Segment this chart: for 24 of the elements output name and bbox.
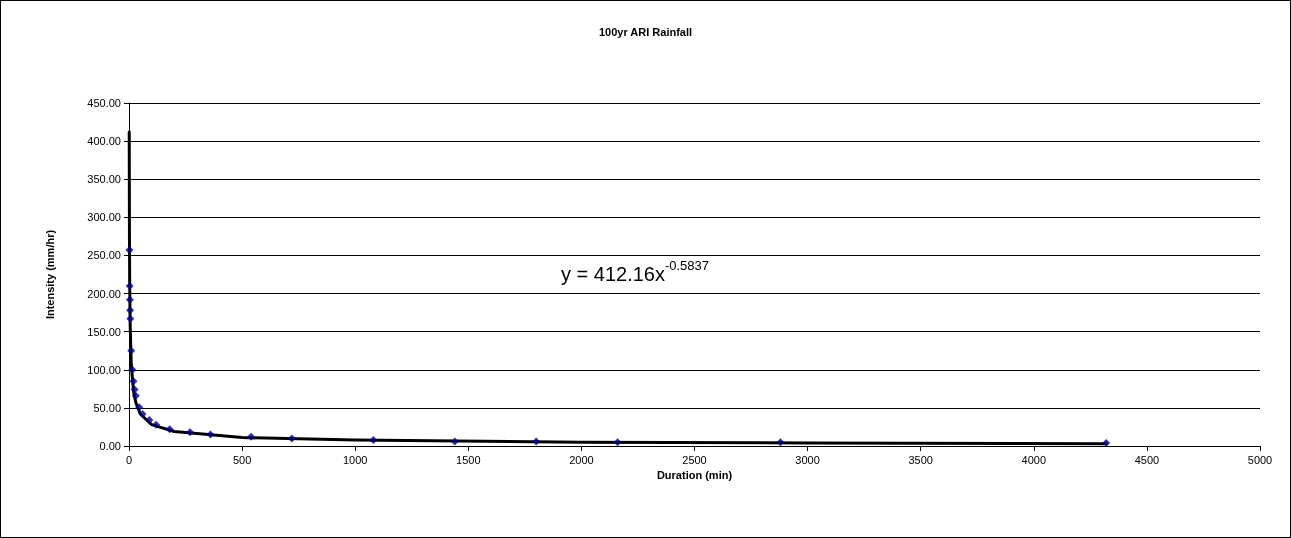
y-tick-label: 0.00 bbox=[99, 440, 121, 452]
x-tick-label: 0 bbox=[125, 453, 133, 466]
x-tick-label: 500 bbox=[232, 453, 252, 466]
chart-title: 100yr ARI Rainfall bbox=[598, 25, 693, 38]
x-tick-label: 4500 bbox=[1134, 453, 1160, 466]
x-tick-label: 3500 bbox=[908, 453, 933, 466]
y-tick-label: 350.00 bbox=[87, 173, 121, 186]
y-tick-label: 200.00 bbox=[87, 287, 121, 300]
x-tick-label: 2500 bbox=[682, 453, 707, 466]
y-tick-label: 100.00 bbox=[87, 363, 121, 376]
y-tick-label: 300.00 bbox=[87, 211, 121, 224]
x-tick-label: 1500 bbox=[456, 453, 481, 466]
y-tick-label: 50.00 bbox=[93, 401, 121, 414]
x-tick-label: 4000 bbox=[1021, 453, 1047, 466]
x-tick-label: 5000 bbox=[1247, 453, 1273, 466]
y-tick-label: 150.00 bbox=[87, 325, 121, 338]
y-tick-label: 250.00 bbox=[87, 249, 121, 262]
x-tick-label: 1000 bbox=[342, 453, 368, 466]
y-axis-title: Intensity (mm/hr) bbox=[43, 229, 56, 320]
y-tick-label: 450.00 bbox=[87, 97, 121, 109]
y-tick-label: 400.00 bbox=[87, 135, 121, 148]
x-tick-label: 2000 bbox=[569, 453, 594, 466]
x-tick-label: 3000 bbox=[795, 453, 820, 466]
x-axis-title: Duration (min) bbox=[656, 469, 733, 482]
